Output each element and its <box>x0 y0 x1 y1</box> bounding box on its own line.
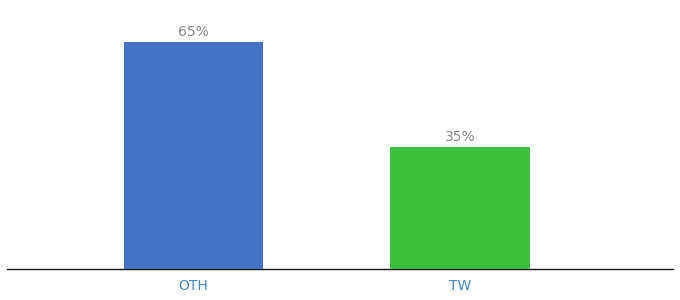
Bar <box>124 42 263 269</box>
Bar <box>390 147 530 269</box>
Text: 65%: 65% <box>178 25 209 39</box>
Text: 35%: 35% <box>445 130 475 144</box>
